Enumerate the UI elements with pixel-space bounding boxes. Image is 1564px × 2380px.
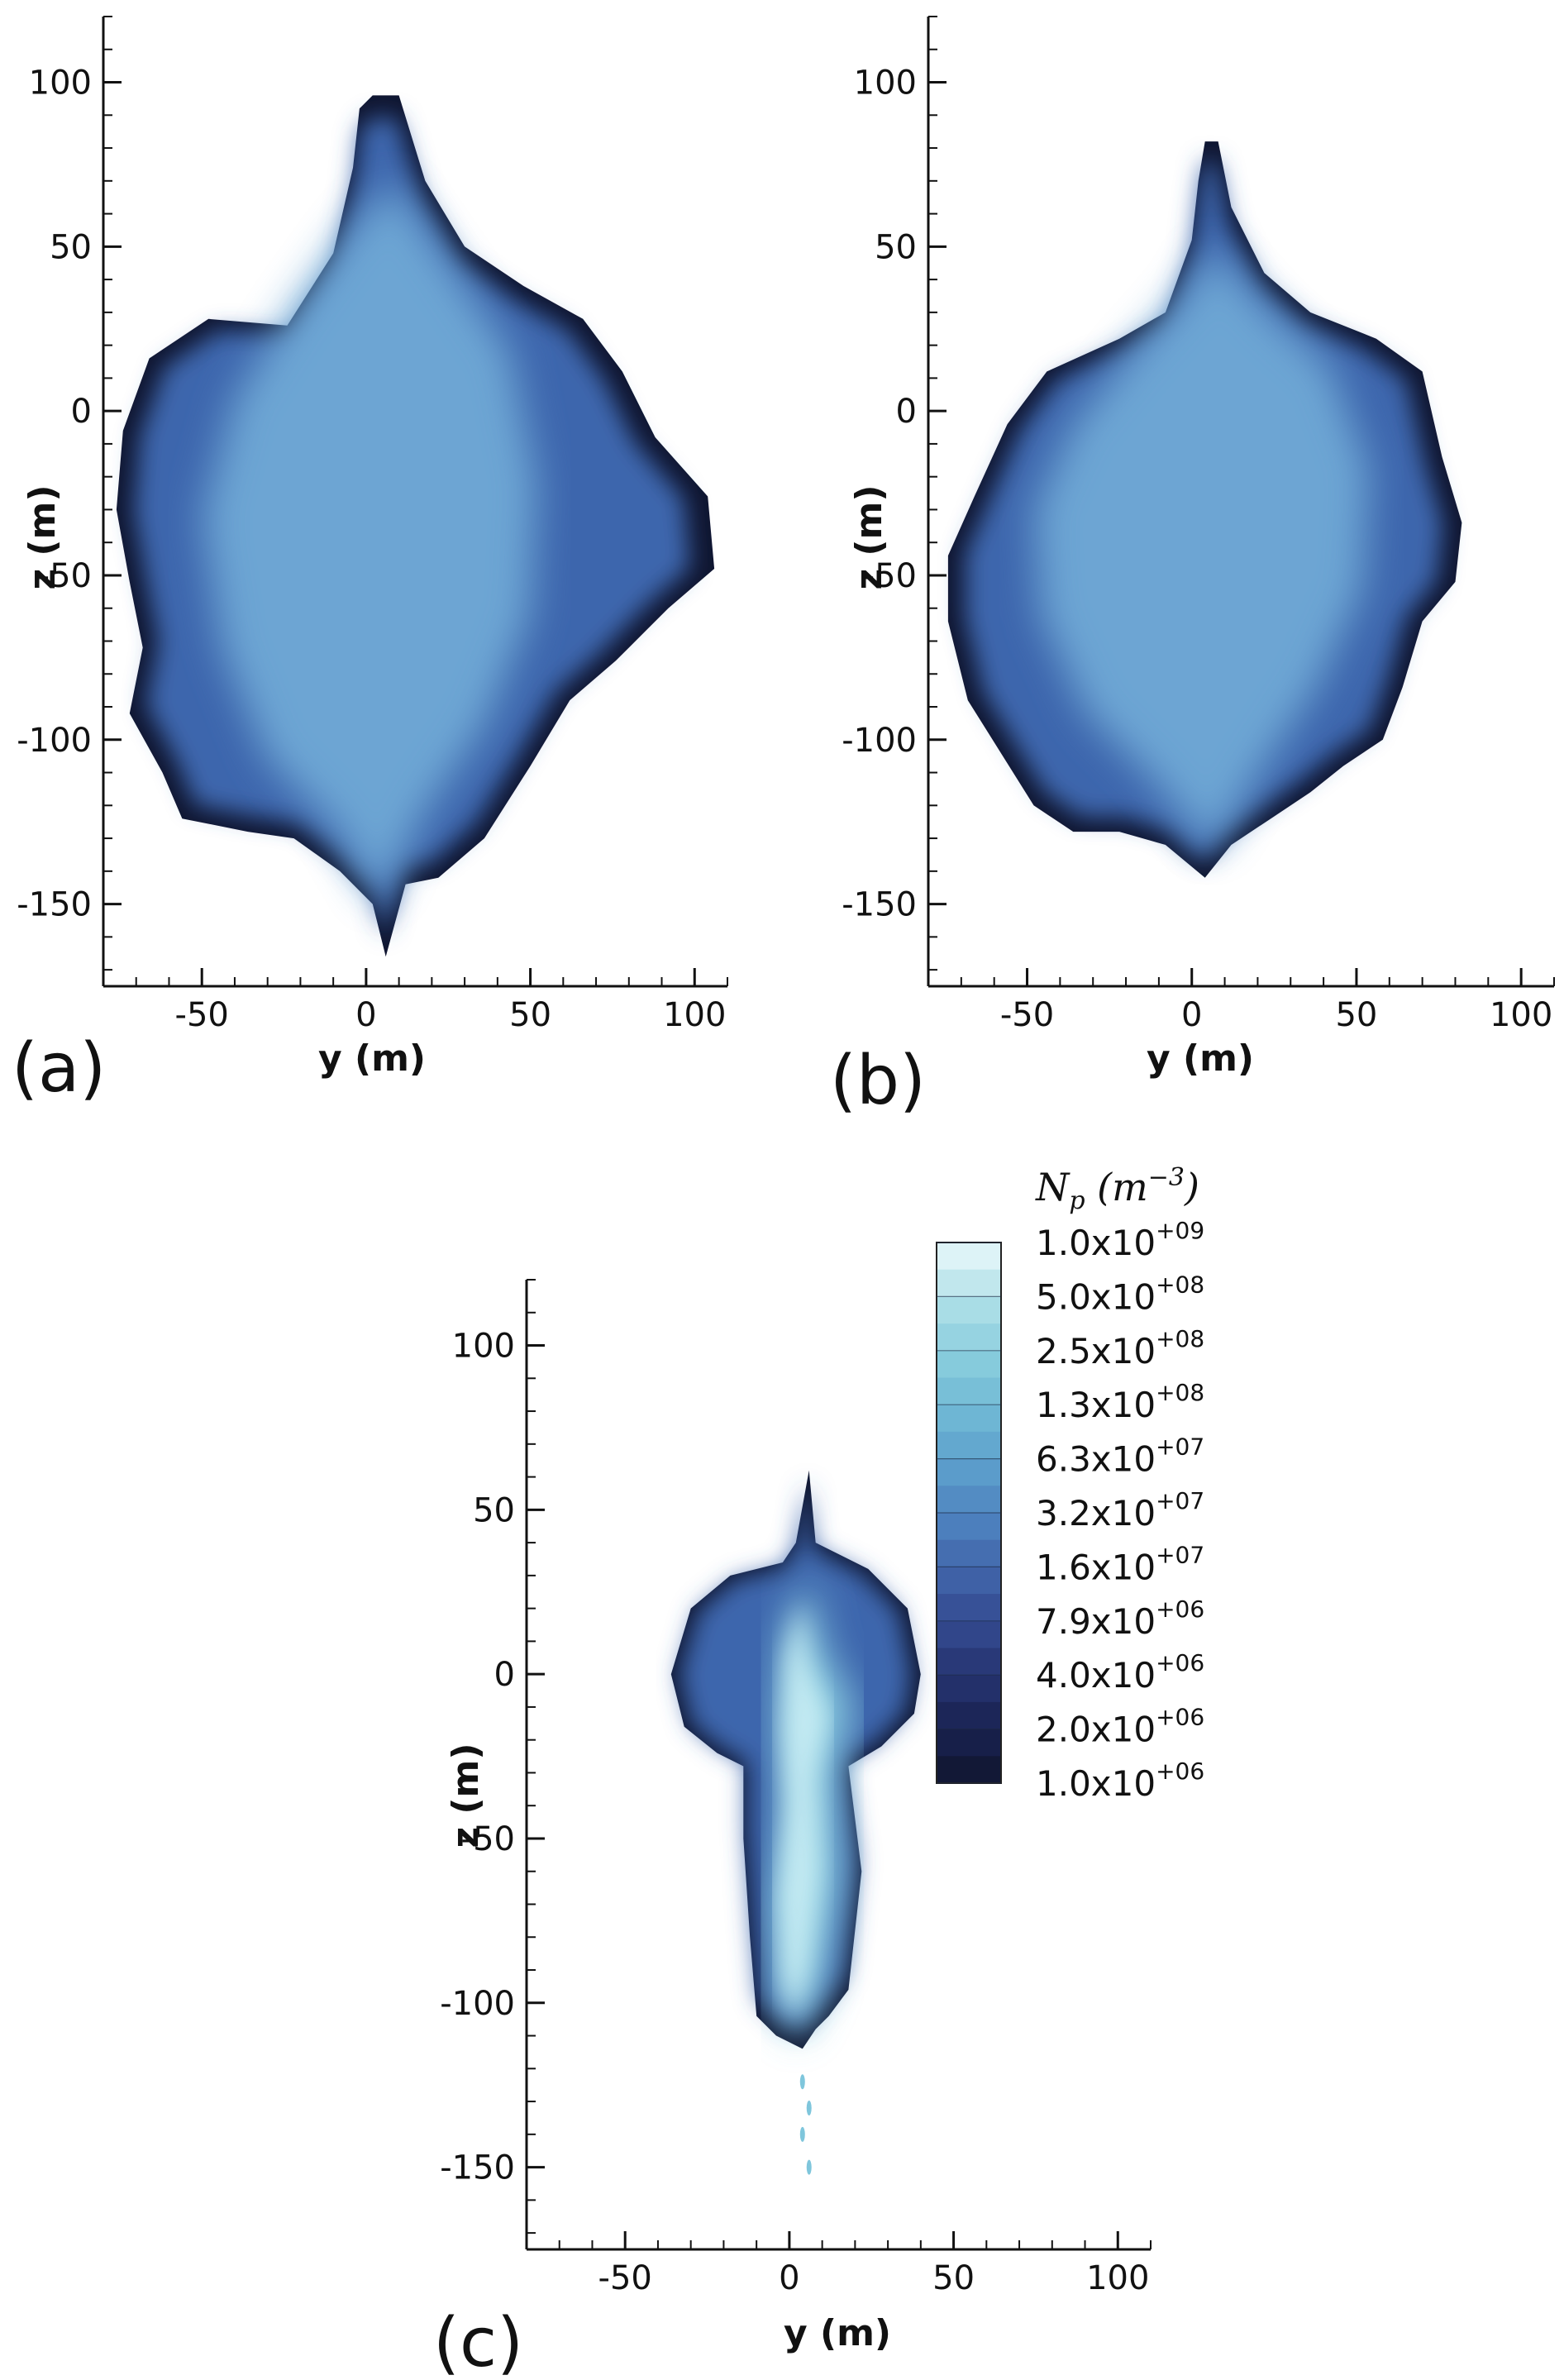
x-tick-label-c: 50 <box>932 2259 975 2297</box>
debris-fragment-2 <box>799 2126 805 2142</box>
y-tick-label-a: 50 <box>50 228 92 266</box>
colorbar-label: 1.6x10+07 <box>1036 1541 1204 1587</box>
y-tick-label-b: -100 <box>842 722 917 760</box>
y-tick-label-c: -100 <box>440 1985 515 2023</box>
y-axis-label-c: z (m) <box>445 1743 487 1848</box>
y-tick-label-c: 100 <box>452 1328 515 1366</box>
colorbar-swatch-blend <box>937 1701 1001 1730</box>
panel-b: -50 0 50 100 -150 -100 -50 0 50 100 y (m) z (m) (… <box>830 16 1555 1120</box>
plume-field-c <box>670 1470 921 2175</box>
colorbar-label: 6.3x10+07 <box>1036 1433 1204 1480</box>
plume-field-b <box>947 141 1462 878</box>
y-tick-label-c: 50 <box>473 1491 515 1529</box>
colorbar-title: Np (m−3) <box>1035 1163 1199 1215</box>
y-tick-label-a: -100 <box>17 722 92 760</box>
colorbar-label: 3.2x10+07 <box>1036 1487 1204 1533</box>
y-tick-label-b: 50 <box>875 228 917 266</box>
colorbar-swatch-blend <box>937 1269 1001 1298</box>
x-tick-label-b: 0 <box>1181 996 1202 1034</box>
x-tick-label-b: -50 <box>1000 996 1054 1034</box>
y-tick-label-b: -50 <box>863 557 917 595</box>
panel-label-a: (a) <box>12 1029 106 1108</box>
y-tick-label-c: 0 <box>494 1656 515 1694</box>
x-tick-label-a: -50 <box>175 996 229 1034</box>
colorbar-labels: 1.0x10+09 5.0x10+08 2.5x10+08 1.3x10+08 6.3x… <box>1036 1217 1204 1804</box>
colorbar-label: 1.0x10+06 <box>1036 1758 1204 1804</box>
colorbar-label: 2.0x10+06 <box>1036 1704 1204 1750</box>
plume-field-a <box>116 95 715 957</box>
colorbar-label: 2.5x10+08 <box>1036 1325 1204 1371</box>
panel-a: -50 0 50 100 -150 -100 -50 0 50 100 y (m) z (m) (… <box>12 16 728 1108</box>
plume-core-a <box>202 180 537 904</box>
debris-fragment-3 <box>806 2159 812 2175</box>
colorbar-swatches <box>936 1242 1002 1784</box>
y-tick-label-b: -150 <box>842 886 917 924</box>
x-axis-label-c: y (m) <box>784 2312 891 2354</box>
panel-label-b: (b) <box>830 1042 926 1120</box>
x-tick-label-c: 100 <box>1086 2259 1149 2297</box>
y-tick-label-c: -150 <box>440 2149 515 2187</box>
plume-core-b <box>1033 246 1370 851</box>
colorbar-swatch-blend <box>937 1539 1001 1568</box>
y-tick-label-a: -150 <box>17 886 92 924</box>
colorbar-label: 1.0x10+09 <box>1036 1217 1204 1263</box>
y-tick-label-a: 100 <box>29 64 92 103</box>
axes-b: -50 0 50 100 -150 -100 -50 0 50 100 <box>842 16 1555 1034</box>
x-axis-label-a: y (m) <box>318 1037 426 1080</box>
colorbar-swatch-blend <box>937 1648 1001 1676</box>
debris-fragment-1 <box>806 2101 812 2116</box>
panel-label-c: (c) <box>433 2304 523 2380</box>
y-axis-label-b: z (m) <box>848 485 890 590</box>
x-tick-label-b: 50 <box>1335 996 1377 1034</box>
y-tick-label-a: -50 <box>38 557 92 595</box>
y-tick-label-b: 0 <box>896 393 917 431</box>
y-tick-label-b: 100 <box>854 64 917 103</box>
panel-c: -50 0 50 100 -150 -100 -50 0 50 100 y (m) z (m) (… <box>433 1279 1152 2380</box>
y-tick-label-a: 0 <box>71 393 92 431</box>
colorbar-swatch-blend <box>937 1431 1001 1460</box>
colorbar-swatch-blend <box>937 1486 1001 1514</box>
colorbar-swatch-blend <box>937 1324 1001 1352</box>
debris-fragment-0 <box>799 2074 805 2090</box>
axes-a: -50 0 50 100 -150 -100 -50 0 50 100 <box>17 16 728 1034</box>
colorbar-label: 7.9x10+06 <box>1036 1595 1204 1642</box>
colorbar-label: 5.0x10+08 <box>1036 1271 1204 1317</box>
colorbar-swatch-blend <box>937 1756 1001 1784</box>
colorbar-label: 4.0x10+06 <box>1036 1649 1204 1696</box>
y-tick-label-c: -50 <box>461 1820 515 1858</box>
x-tick-label-a: 50 <box>509 996 551 1034</box>
colorbar-label: 1.3x10+08 <box>1036 1379 1204 1425</box>
axes-c: -50 0 50 100 -150 -100 -50 0 50 100 <box>440 1279 1152 2297</box>
y-axis-label-a: z (m) <box>21 485 64 590</box>
x-tick-label-a: 100 <box>663 996 726 1034</box>
x-tick-label-c: 0 <box>779 2259 799 2297</box>
x-tick-label-a: 0 <box>355 996 376 1034</box>
x-tick-label-b: 100 <box>1490 996 1552 1034</box>
x-axis-label-b: y (m) <box>1147 1037 1254 1080</box>
colorbar-swatch-blend <box>937 1594 1001 1622</box>
x-tick-label-c: -50 <box>598 2259 652 2297</box>
colorbar-legend: Np (m−3) 1.0x10+09 5.0x10+08 2.5x10+08 1.3x… <box>936 1163 1204 1804</box>
plume-jet-c <box>777 1598 829 2019</box>
colorbar-swatch-blend <box>937 1377 1001 1406</box>
